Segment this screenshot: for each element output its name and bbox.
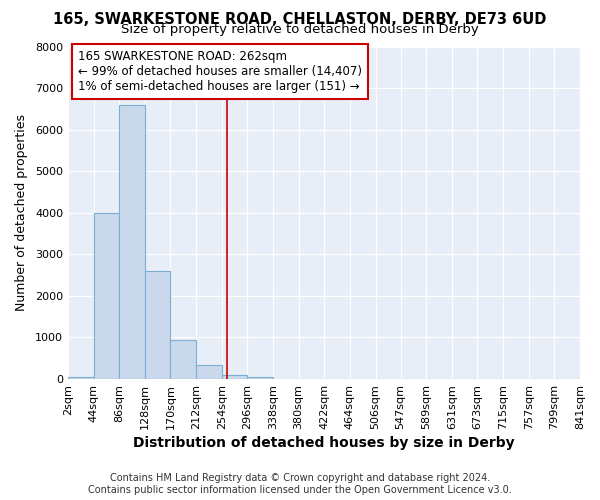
Text: Size of property relative to detached houses in Derby: Size of property relative to detached ho… (121, 22, 479, 36)
Bar (94, 213, 119, 379)
X-axis label: Distribution of detached houses by size in Derby: Distribution of detached houses by size … (133, 436, 515, 450)
Bar (68, 377, 94, 379)
Bar (247, 377, 273, 379)
Bar (196, 366, 222, 379)
Bar (170, 340, 196, 379)
Bar (119, 104, 145, 379)
Text: 165 SWARKESTONE ROAD: 262sqm
← 99% of detached houses are smaller (14,407)
1% of: 165 SWARKESTONE ROAD: 262sqm ← 99% of de… (78, 50, 362, 93)
Bar (222, 375, 247, 379)
Text: Contains HM Land Registry data © Crown copyright and database right 2024.
Contai: Contains HM Land Registry data © Crown c… (88, 474, 512, 495)
Bar (145, 271, 170, 379)
Y-axis label: Number of detached properties: Number of detached properties (15, 114, 28, 312)
Text: 165, SWARKESTONE ROAD, CHELLASTON, DERBY, DE73 6UD: 165, SWARKESTONE ROAD, CHELLASTON, DERBY… (53, 12, 547, 28)
